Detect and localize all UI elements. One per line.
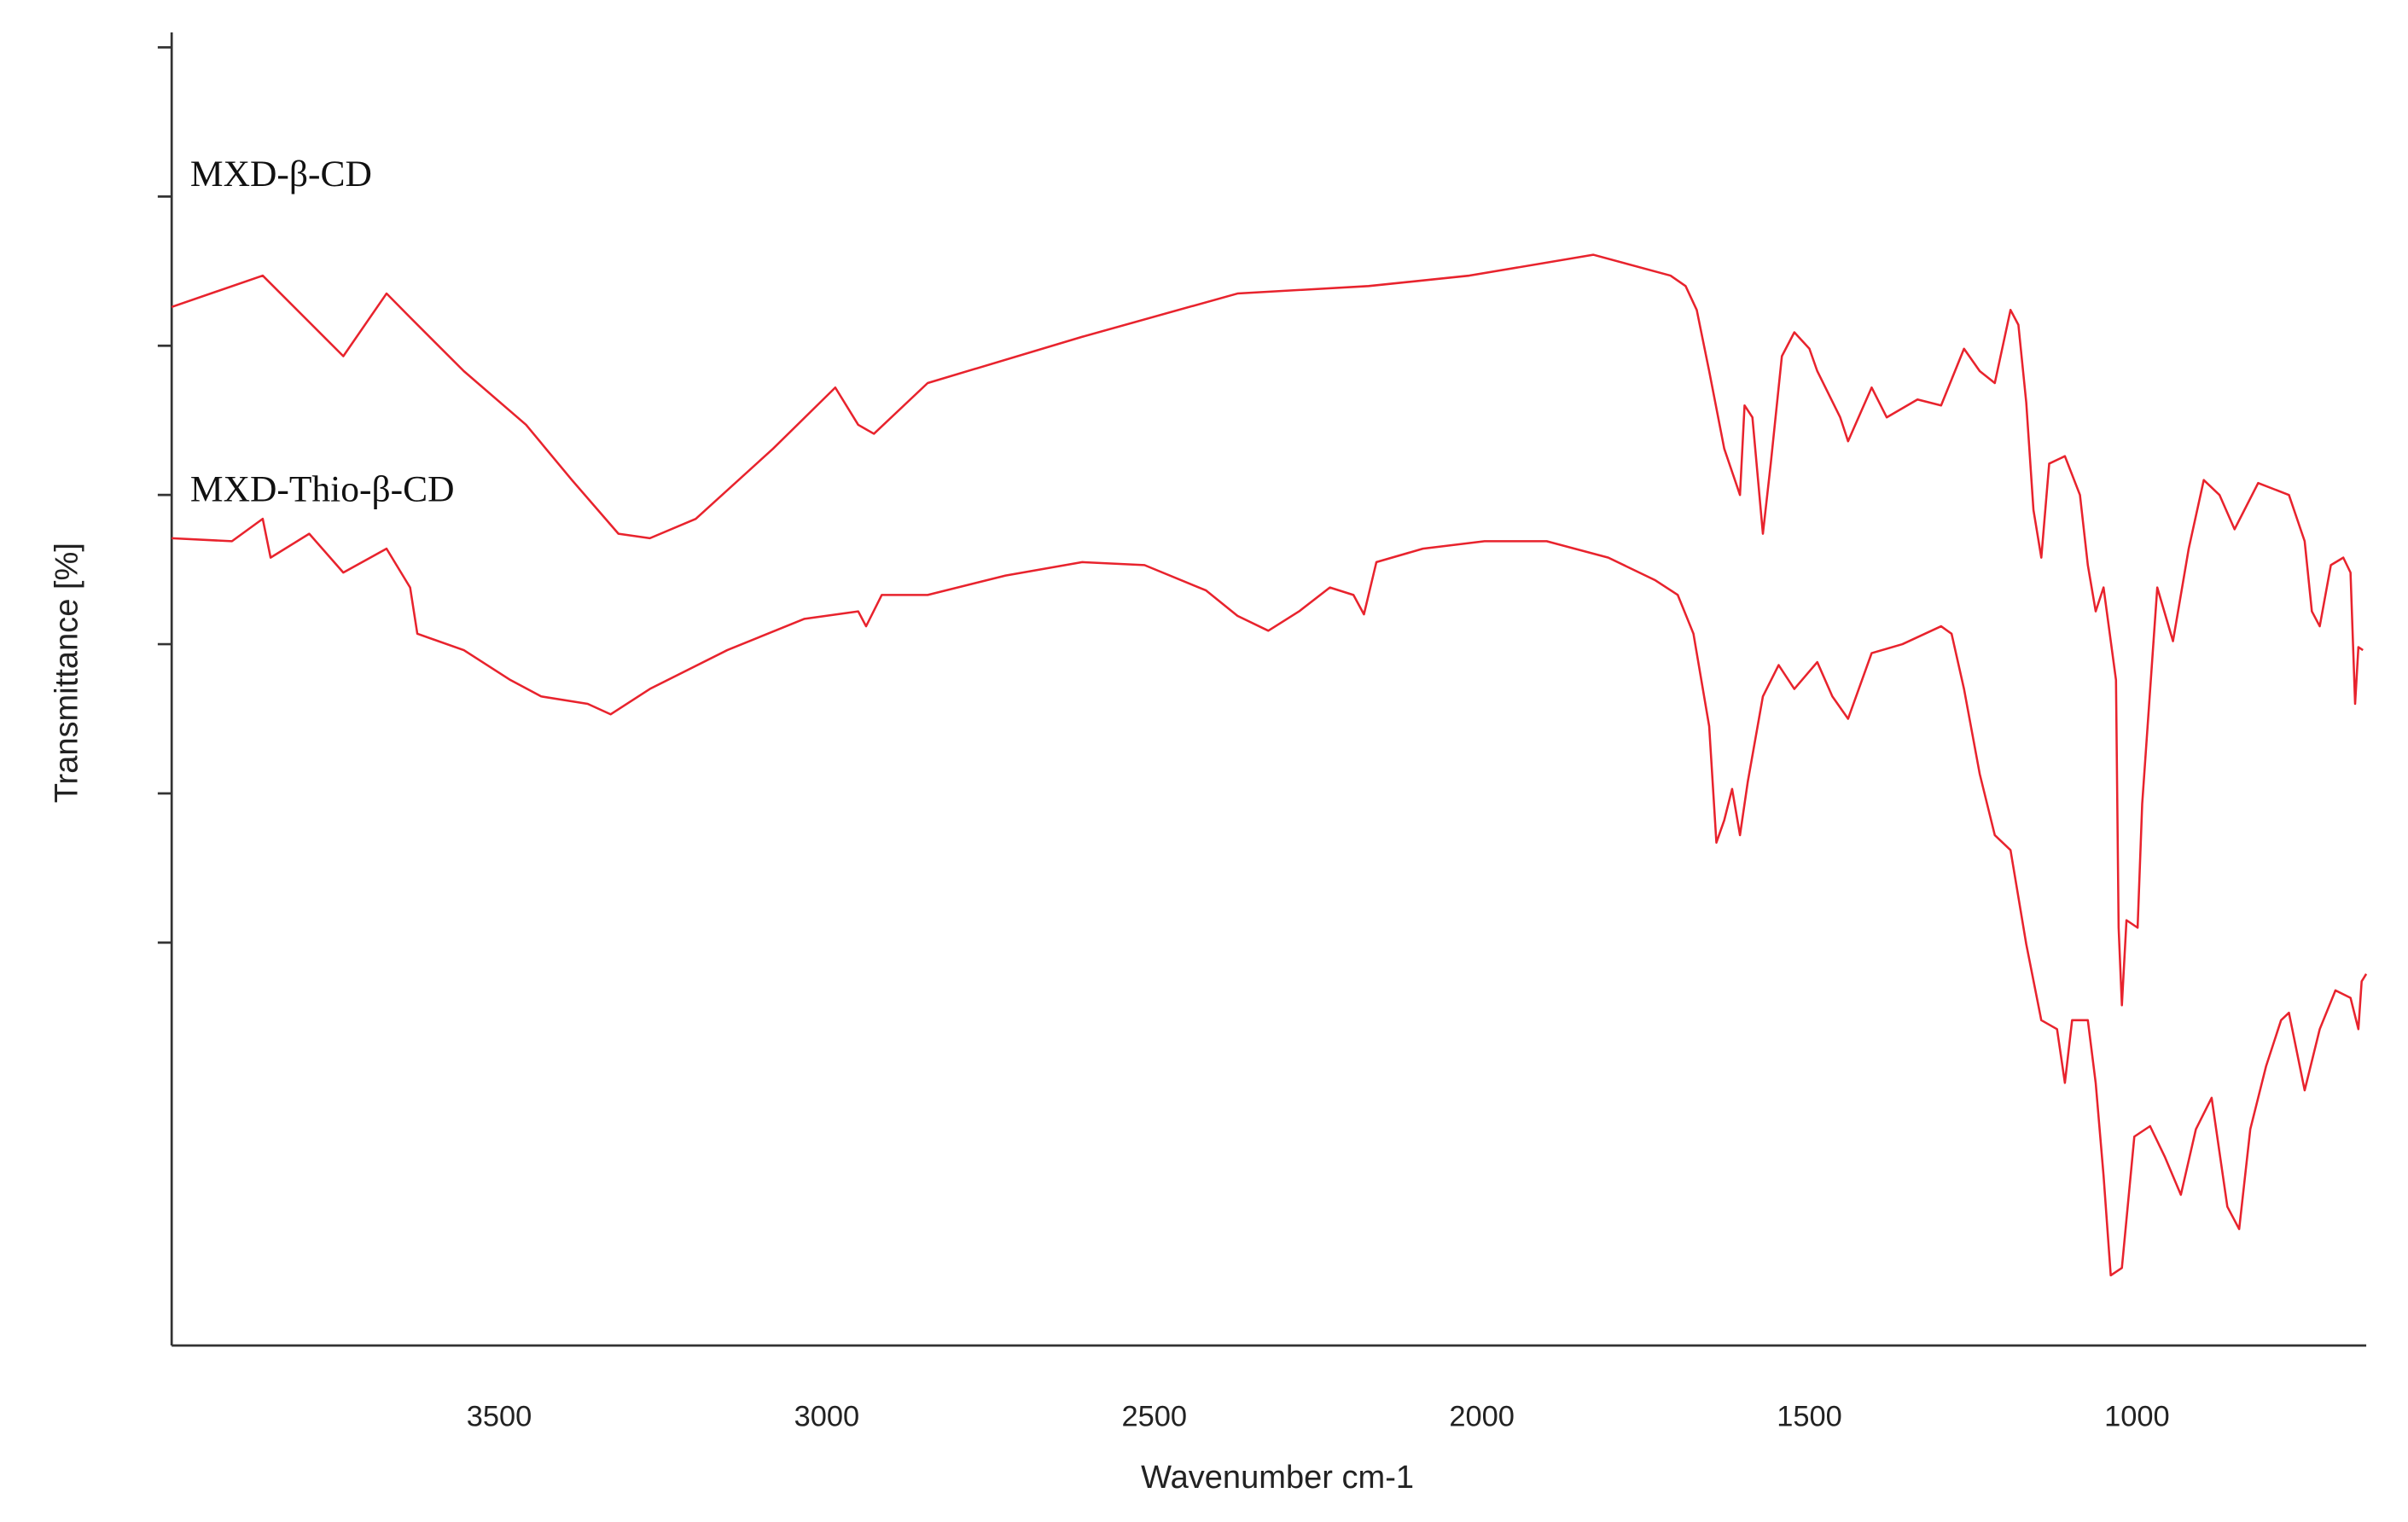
series-label: MXD-Thio-β-CD [190, 469, 455, 510]
x-tick-label: 3000 [794, 1400, 860, 1432]
series-label: MXD-β-CD [190, 154, 372, 195]
spectrum-line [172, 517, 2368, 1277]
x-tick-label: 1000 [2104, 1400, 2170, 1432]
x-tick-label: 2500 [1121, 1400, 1187, 1432]
x-axis-title: Wavenumber cm-1 [1141, 1460, 1414, 1496]
y-axis-title: Transmittance [%] [49, 543, 85, 803]
x-tick-label: 3500 [467, 1400, 532, 1432]
x-tick-label: 1500 [1777, 1400, 1842, 1432]
spectrum-line [171, 253, 2364, 1007]
x-tick-label: 2000 [1449, 1400, 1515, 1432]
